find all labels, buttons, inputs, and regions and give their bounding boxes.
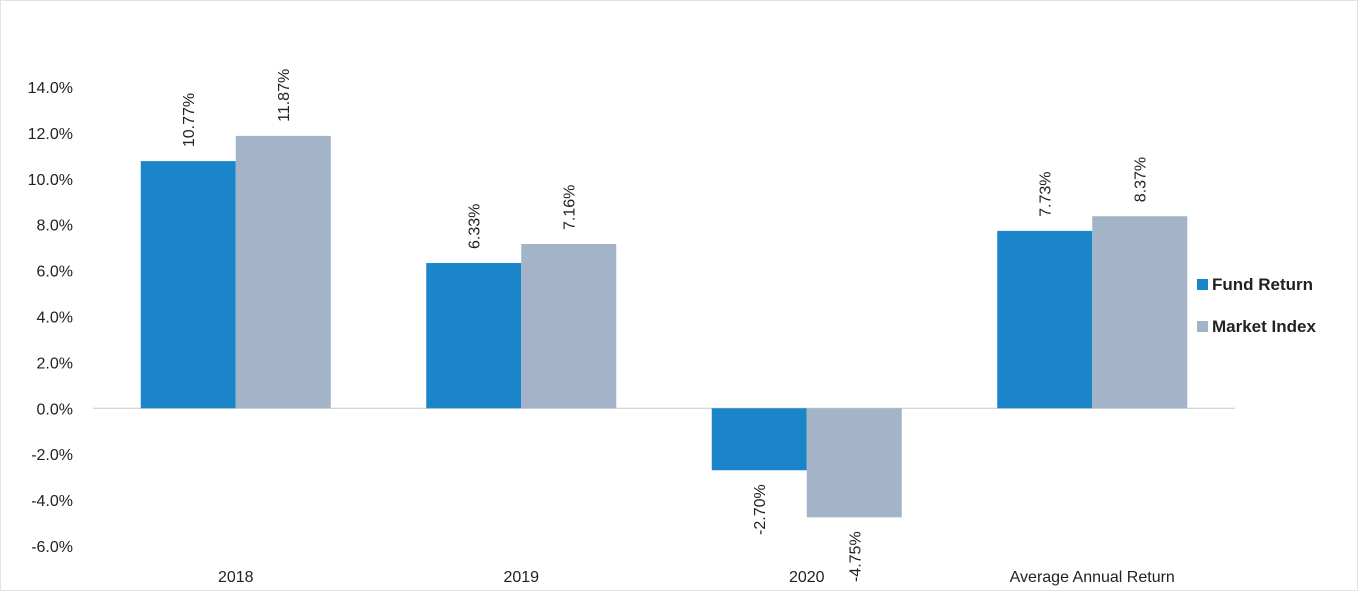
- y-tick-label: 2.0%: [37, 355, 73, 372]
- data-label: 7.73%: [1038, 172, 1055, 217]
- x-axis-labels: 2018 2019 2020 Average Annual Return: [218, 569, 1175, 586]
- legend-swatch: [1197, 321, 1208, 332]
- bar: [711, 408, 807, 471]
- data-label: 8.37%: [1133, 157, 1150, 202]
- bar: [235, 135, 331, 409]
- x-category-label: 2018: [218, 569, 254, 586]
- data-label: -2.70%: [752, 484, 769, 535]
- bar: [426, 263, 522, 409]
- y-tick-label: 8.0%: [37, 218, 73, 235]
- legend: Fund Return Market Index: [1197, 275, 1316, 336]
- y-tick-label: 12.0%: [28, 126, 73, 143]
- y-tick-label: -6.0%: [31, 539, 73, 556]
- y-axis-ticks: -6.0% -4.0% -2.0% 0.0% 2.0% 4.0% 6.0% 8.0% 10.0%…: [28, 80, 73, 556]
- x-category-label: 2020: [789, 569, 825, 586]
- legend-label: Market Index: [1212, 317, 1316, 336]
- data-label: 10.77%: [181, 93, 198, 147]
- bar: [1092, 216, 1188, 409]
- bar: [140, 161, 236, 409]
- x-category-label: Average Annual Return: [1010, 569, 1175, 586]
- y-tick-label: 6.0%: [37, 264, 73, 281]
- bar: [997, 230, 1093, 409]
- bar: [806, 408, 902, 518]
- y-tick-label: 14.0%: [28, 80, 73, 97]
- legend-swatch: [1197, 279, 1208, 290]
- x-category-label: 2019: [503, 569, 539, 586]
- legend-label: Fund Return: [1212, 275, 1313, 294]
- data-label: -4.75%: [847, 531, 864, 582]
- data-label: 7.16%: [562, 185, 579, 230]
- data-labels: 10.77% 11.87% 6.33% 7.16% -2.70% -4.75% 7.73% 8…: [181, 69, 1150, 582]
- y-tick-label: 10.0%: [28, 172, 73, 189]
- bars: [140, 135, 1188, 518]
- y-tick-label: 4.0%: [37, 310, 73, 327]
- y-tick-label: -4.0%: [31, 493, 73, 510]
- data-label: 6.33%: [467, 204, 484, 249]
- data-label: 11.87%: [276, 69, 293, 122]
- y-tick-label: 0.0%: [37, 401, 73, 418]
- bar: [521, 243, 617, 409]
- y-tick-label: -2.0%: [31, 447, 73, 464]
